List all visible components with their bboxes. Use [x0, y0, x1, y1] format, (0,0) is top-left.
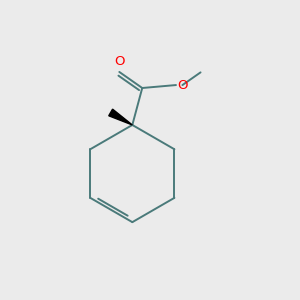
Text: O: O [114, 56, 124, 68]
Polygon shape [109, 109, 132, 125]
Text: O: O [177, 79, 188, 92]
